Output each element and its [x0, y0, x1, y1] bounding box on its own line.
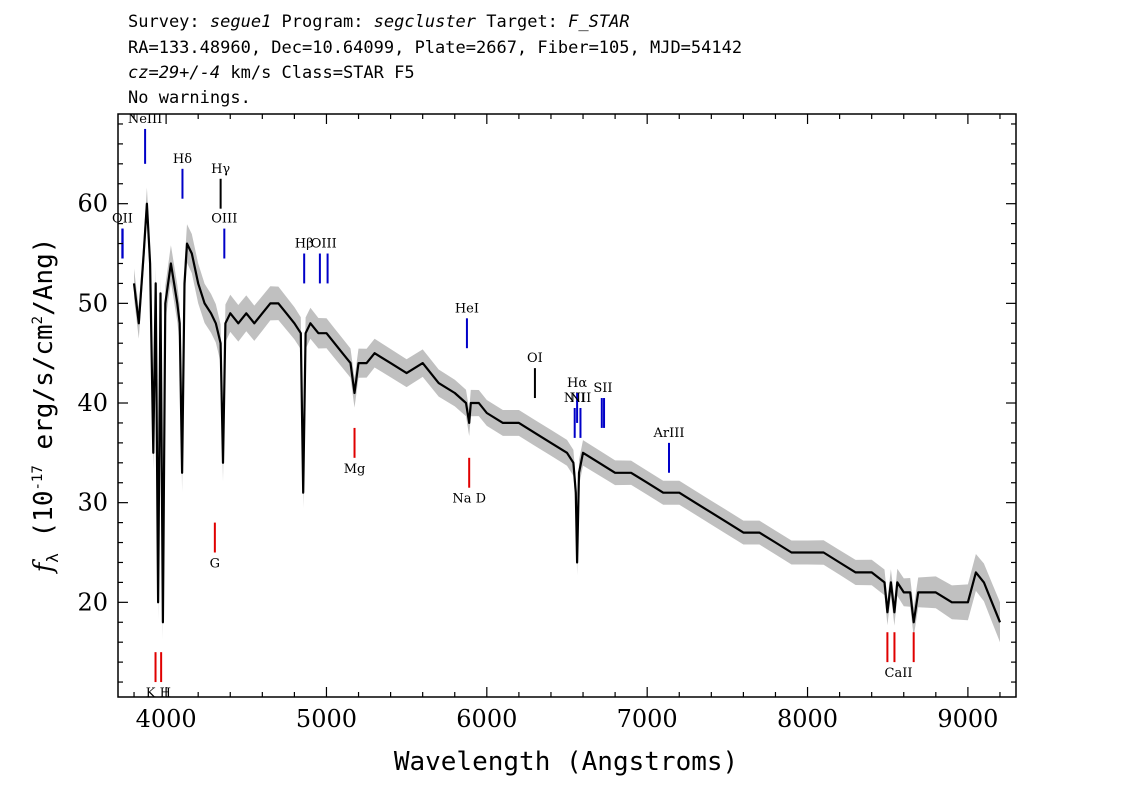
header-line-4: No warnings. — [128, 88, 251, 108]
absorption-line-label-1: G — [210, 556, 220, 571]
class-info: km/s Class=STAR F5 — [220, 63, 415, 83]
error-band-layer — [134, 187, 1000, 643]
target-label: Target: — [476, 12, 569, 32]
emission-line-label-2: Hγ — [211, 162, 230, 177]
absorption-line-label-4: CaII — [885, 666, 913, 681]
y-tick-label: 30 — [77, 489, 108, 517]
program-label: Program: — [271, 12, 374, 32]
emission-line-label-10: Hα — [567, 376, 587, 391]
x-tick-label: 9000 — [937, 705, 998, 733]
y-axis-end: /Ang) — [29, 238, 59, 316]
emission-line-label-4: OII — [112, 212, 133, 227]
y-axis-tail: erg/s/cm — [29, 324, 59, 465]
emission-line-label-6: OIII — [311, 237, 337, 252]
plot-frame — [117, 113, 1017, 698]
absorption-line-label-2: Mg — [344, 462, 366, 477]
y-axis-exp2: 2 — [30, 316, 46, 324]
emission-line-label-9: NII — [564, 391, 586, 406]
x-tick-label: 8000 — [777, 705, 838, 733]
header-line-1: Survey: segue1 Program: segcluster Targe… — [128, 12, 630, 32]
y-axis-sub: λ — [43, 553, 62, 563]
y-axis-exp: -17 — [30, 465, 46, 490]
emission-line-label-1: Hδ — [173, 152, 192, 167]
header-line-3: cz=29+/-4 km/s Class=STAR F5 — [128, 63, 415, 83]
emission-line-label-11: NII — [570, 391, 592, 406]
emission-line-label-0: NeIII — [128, 112, 162, 127]
header-line-2: RA=133.48960, Dec=10.64099, Plate=2667, … — [128, 38, 743, 58]
emission-line-label-5: Hβ — [295, 237, 314, 252]
axes-layer: 4000 5000 6000 7000 8000 9000 20 30 40 50 60 — [77, 113, 1017, 733]
emission-line-label-13: ArIII — [652, 426, 684, 441]
emission-line-label-12: SII — [593, 381, 612, 396]
y-tick-label: 40 — [77, 389, 108, 417]
survey-label: Survey: — [128, 12, 210, 32]
x-tick-label: 6000 — [456, 705, 517, 733]
x-tick-label: 5000 — [296, 705, 357, 733]
absorption-line-label-3: Na D — [452, 492, 486, 507]
error-band — [134, 187, 1000, 643]
y-tick-label: 60 — [77, 190, 108, 218]
y-axis-title: fλ (10-17 erg/s/cm2/Ang) — [29, 238, 62, 575]
program-value: segcluster — [373, 12, 477, 32]
absorption-line-label-0: K H — [146, 686, 171, 701]
y-tick-label: 20 — [77, 588, 108, 616]
flux-line — [132, 202, 1002, 624]
emission-line-label-7: HeI — [455, 301, 479, 316]
flux-layer — [132, 202, 1002, 624]
emission-line-label-8: OI — [527, 351, 543, 366]
emission-line-label-3: OIII — [211, 212, 237, 227]
y-tick-label: 50 — [77, 289, 108, 317]
x-tick-label: 7000 — [617, 705, 678, 733]
survey-value: segue1 — [209, 12, 272, 32]
target-value: F_STAR — [568, 12, 630, 32]
x-tick-label: 4000 — [136, 705, 197, 733]
cz-value: cz=29+/-4 — [128, 63, 221, 83]
y-axis-rest: (10 — [29, 491, 59, 554]
x-axis-title: Wavelength (Angstroms) — [394, 747, 738, 777]
spectral-line-markers: NeIIIHδHγOIIIOIIHβOIIIHeIOINIIHαNIISIIAr… — [112, 112, 915, 701]
